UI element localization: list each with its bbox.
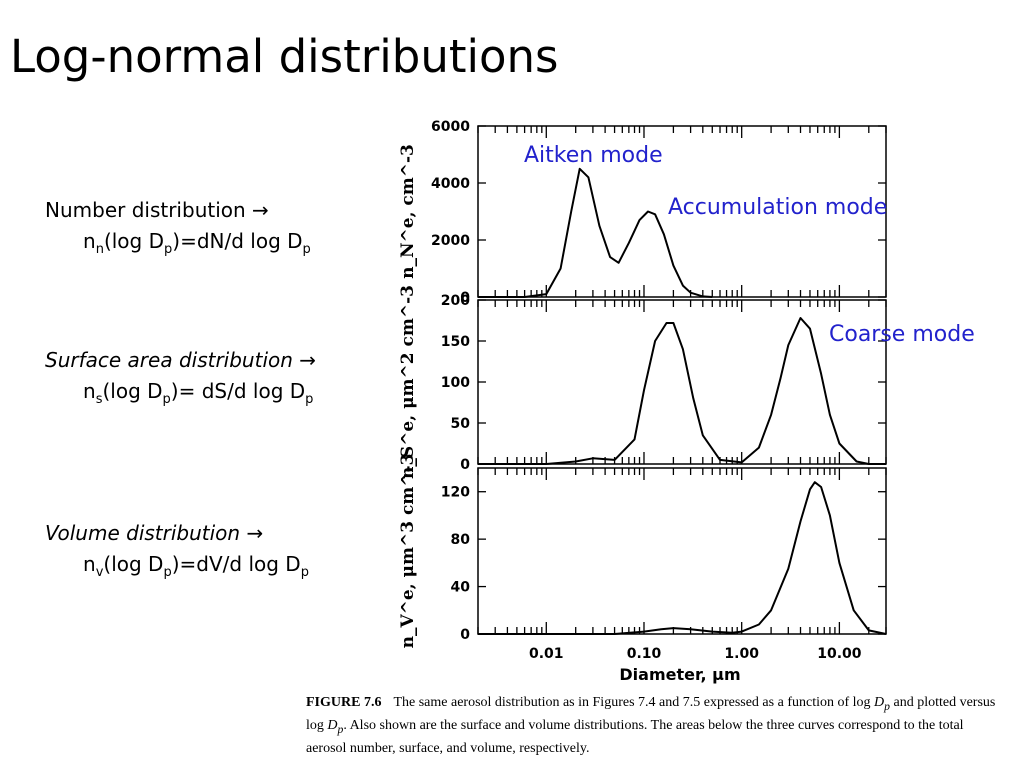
x-tick-label: 1.00 bbox=[724, 646, 759, 662]
surface-distribution-label: Surface area distribution → bbox=[45, 348, 317, 372]
panel-2-y-tick-label: 100 bbox=[441, 375, 470, 391]
panel-1-frame bbox=[477, 125, 887, 298]
panel-3-y-tick-label: 40 bbox=[451, 580, 471, 596]
x-axis-label: Diameter, μm bbox=[619, 665, 740, 684]
accumulation-mode-annotation: Accumulation mode bbox=[668, 195, 888, 220]
panel-2-frame bbox=[477, 299, 887, 465]
volume-distribution-label: Volume distribution → bbox=[45, 521, 264, 545]
figure-caption: FIGURE 7.6 The same aerosol distribution … bbox=[306, 693, 1006, 758]
number-distribution-block: Number distribution → nn(log Dp)=dN/d lo… bbox=[45, 195, 311, 265]
panel-1-y-tick-label: 0 bbox=[460, 290, 470, 306]
panel-2-y-tick-label: 150 bbox=[441, 334, 470, 350]
volume-distribution-formula: nv(log Dp)=dV/d log Dp bbox=[83, 552, 309, 580]
figure-caption-label: FIGURE 7.6 bbox=[306, 695, 382, 710]
panel-2-series-line bbox=[478, 317, 886, 465]
surface-distribution-block: Surface area distribution → ns(log Dp)= … bbox=[45, 345, 316, 415]
panel-2-y-axis-label: n_S^e, μm^2 cm^-3 bbox=[398, 285, 418, 479]
number-distribution-label: Number distribution → bbox=[45, 198, 269, 222]
panel-3-y-tick-label: 120 bbox=[441, 485, 470, 501]
surface-distribution-formula: ns(log Dp)= dS/d log Dp bbox=[83, 379, 314, 407]
panel-1-y-tick-label: 6000 bbox=[431, 119, 470, 135]
number-distribution-formula: nn(log Dp)=dN/d log Dp bbox=[83, 229, 311, 257]
panel-3-y-tick-label: 0 bbox=[460, 627, 470, 643]
panel-1-y-tick-label: 4000 bbox=[431, 176, 470, 192]
panel-2-y-tick-label: 200 bbox=[441, 293, 470, 309]
panel-3-y-tick-label: 80 bbox=[451, 532, 471, 548]
slide-title: Log-normal distributions bbox=[10, 30, 559, 83]
panel-2-y-tick-label: 50 bbox=[451, 416, 471, 432]
x-tick-label: 0.01 bbox=[529, 646, 564, 662]
volume-distribution-block: Volume distribution → nv(log Dp)=dV/d lo… bbox=[45, 518, 309, 588]
panel-1-y-axis-label: n_N^e, cm^-3 bbox=[398, 144, 418, 279]
panel-3-y-axis-label: n_V^e, μm^3 cm^-3 bbox=[398, 454, 418, 649]
x-tick-label: 0.10 bbox=[627, 646, 662, 662]
panel-2-y-tick-label: 0 bbox=[460, 457, 470, 473]
panel-1-series-line bbox=[478, 167, 713, 298]
x-tick-label: 10.00 bbox=[817, 646, 862, 662]
panel-1-y-tick-label: 2000 bbox=[431, 233, 470, 249]
panel-3-series-line bbox=[478, 481, 887, 635]
panel-3-frame bbox=[477, 467, 887, 635]
figure-caption-text: The same aerosol distribution as in Figu… bbox=[306, 695, 996, 756]
aitken-mode-annotation: Aitken mode bbox=[524, 143, 663, 168]
coarse-mode-annotation: Coarse mode bbox=[829, 322, 975, 347]
